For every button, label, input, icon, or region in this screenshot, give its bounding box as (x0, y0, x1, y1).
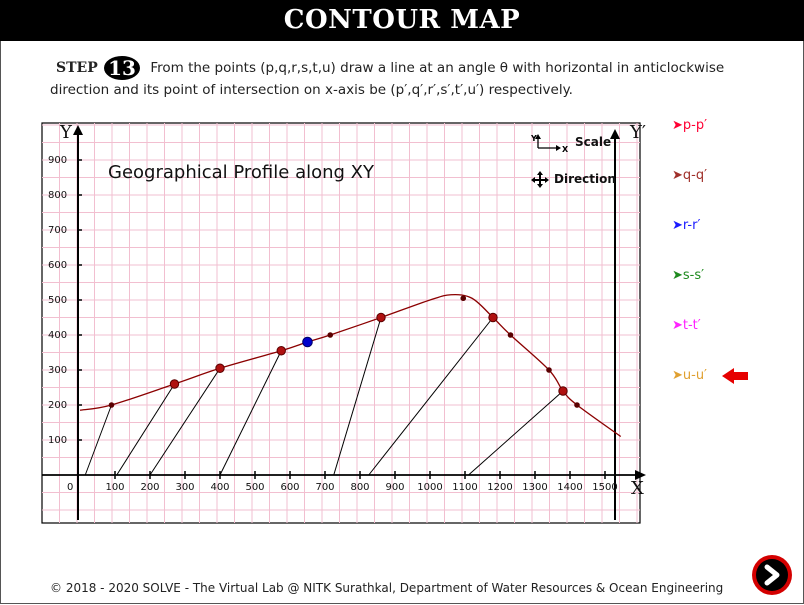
intersection-point (215, 363, 225, 373)
marked-point (460, 295, 467, 302)
y-prime-axis-label: Y′ (629, 122, 646, 143)
axes (42, 125, 646, 520)
graph-frame (41, 122, 641, 524)
y-tick-label: 200 (48, 400, 67, 411)
y-tick-label: 100 (48, 435, 67, 446)
x-tick-label: 400 (210, 482, 229, 493)
intersection-point (276, 346, 286, 356)
x-axis-arrow (635, 470, 646, 480)
next-arrow-icon (764, 564, 780, 586)
scale-control[interactable]: Y X Scale (530, 134, 611, 154)
next-button-inner (756, 559, 788, 591)
y-axis-arrow (73, 125, 83, 135)
projection-line (219, 350, 282, 476)
intersection-point (376, 312, 386, 323)
x-tick-label: 500 (245, 482, 264, 493)
marked-point (507, 332, 514, 338)
x-tick-label: 100 (105, 482, 124, 493)
step-label: STEP (56, 60, 98, 76)
projection-line (333, 317, 382, 476)
y-prime-axis-arrow (610, 129, 620, 139)
legend-item: ➤p-p′ (672, 118, 708, 133)
y-tick-label: 900 (48, 155, 67, 166)
intersection-point (488, 312, 498, 323)
y-axis-label: Y (59, 122, 73, 143)
x-tick-label: 200 (140, 482, 159, 493)
projection-line (84, 404, 112, 476)
footer: © 2018 - 2020 SOLVE - The Virtual Lab @ … (50, 581, 724, 595)
legend-item: ➤q-q′ (672, 168, 708, 183)
intersection-point (558, 386, 568, 396)
marked-point (574, 402, 580, 408)
x-tick-label: 800 (350, 482, 369, 493)
legend-item: ➤s-s′ (672, 268, 705, 283)
highlight-point (302, 336, 313, 348)
step-instruction: STEP 13 From the points (p,q,r,s,t,u) dr… (50, 56, 770, 100)
marked-point (327, 332, 334, 338)
graph-title: Geographical Profile along XY (108, 162, 375, 183)
next-button[interactable] (752, 555, 792, 595)
legend-item: ➤t-t′ (672, 318, 701, 333)
x-tick-label: 1300 (522, 482, 547, 493)
x-tick-label: 1100 (452, 482, 477, 493)
marked-point (108, 402, 115, 408)
scale-icon-y: Y (530, 134, 537, 143)
axes-icon: Y X (530, 134, 569, 154)
profile-curve (79, 293, 622, 438)
x-tick-label: 1500 (592, 482, 617, 493)
projection-line (116, 383, 175, 476)
ticks: 100 200 300 400 500 600 700 800 900 100 200 300 400 5… (48, 155, 618, 493)
y-tick-label: 700 (48, 225, 67, 236)
projection-lines (84, 317, 564, 476)
x-tick-label: 600 (280, 482, 299, 493)
y-tick-label: 800 (48, 190, 67, 201)
origin-label: 0 (67, 482, 73, 493)
x-tick-label: 900 (385, 482, 404, 493)
page-title: CONTOUR MAP (283, 5, 521, 35)
x-tick-label: 300 (175, 482, 194, 493)
direction-label: Direction (554, 172, 616, 186)
projection-line (368, 317, 494, 476)
legend-item: ➤r-r′ (672, 218, 701, 233)
marked-point (546, 367, 552, 373)
x-tick-label: 1200 (487, 482, 512, 493)
y-tick-label: 600 (48, 260, 67, 271)
compass-icon (531, 171, 549, 188)
header-bar: CONTOUR MAP (0, 0, 804, 41)
left-arrow-icon (722, 368, 748, 384)
x-axis-label: X (631, 478, 644, 499)
y-tick-label: 500 (48, 295, 67, 306)
direction-control[interactable]: Direction (531, 171, 616, 188)
step-number-badge: 13 (104, 56, 141, 80)
x-tick-label: 1000 (417, 482, 442, 493)
x-tick-label: 1400 (557, 482, 582, 493)
projection-line (149, 367, 221, 476)
legend-item: ➤u-u′ (672, 368, 708, 383)
y-tick-label: 300 (48, 365, 67, 376)
scale-icon-x: X (562, 145, 569, 154)
step-text: From the points (p,q,r,s,t,u) draw a lin… (50, 60, 725, 98)
x-tick-label: 700 (315, 482, 334, 493)
intersection-point (169, 379, 180, 389)
y-tick-label: 400 (48, 330, 67, 341)
scale-label: Scale (575, 135, 611, 149)
grid (42, 123, 640, 523)
profile-points (108, 295, 580, 408)
projection-line (468, 390, 564, 476)
